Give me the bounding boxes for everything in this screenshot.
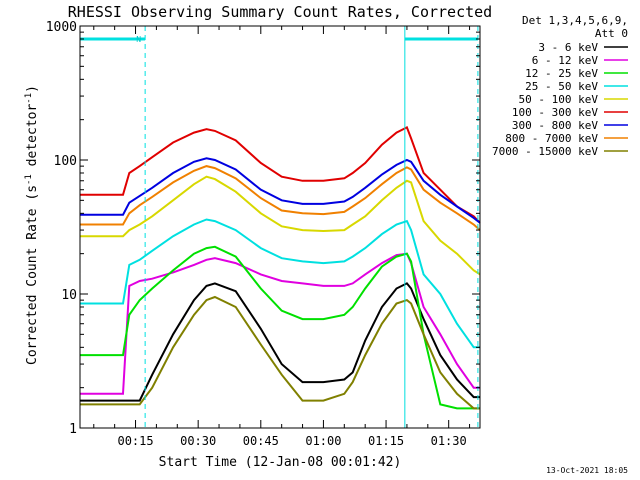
y-axis-label: Corrected Count Rate (s-1 detector-1)	[24, 85, 40, 365]
y-tick-label-0: 1	[69, 422, 77, 437]
series-line-8	[80, 295, 480, 410]
y-axis-label-sup1: -1	[24, 174, 34, 185]
legend-label-8: 7000 - 15000 keV	[492, 145, 598, 158]
plot-frame	[79, 25, 481, 429]
legend-header-detectors: Det 1,3,4,5,6,9,	[522, 14, 628, 27]
legend-label-3: 25 - 50 keV	[525, 80, 598, 93]
vertical-markers	[144, 26, 479, 428]
series-line-0	[80, 282, 480, 402]
y-axis-label-main: Corrected Count Rate (s	[25, 185, 40, 365]
x-tick-label-4: 01:15	[368, 434, 404, 448]
legend-label-2: 12 - 25 keV	[525, 67, 598, 80]
series-line-3	[80, 218, 480, 349]
x-tick-label-2: 00:45	[243, 434, 279, 448]
legend-label-1: 6 - 12 keV	[532, 54, 599, 67]
y-tick-label-2: 100	[54, 154, 77, 169]
x-tick-label-0: 00:15	[117, 434, 153, 448]
series-lines	[80, 126, 481, 410]
legend-label-7: 800 - 7000 keV	[505, 132, 598, 145]
series-line-1	[80, 252, 480, 395]
legend-label-0: 3 - 6 keV	[538, 41, 598, 54]
series-line-6	[80, 157, 481, 224]
x-tick-label-3: 01:00	[305, 434, 341, 448]
legend-header-attenuator: Att 0	[595, 27, 628, 40]
night-label: N	[136, 35, 141, 44]
series-line-4	[80, 175, 481, 276]
series-line-5	[80, 126, 481, 224]
y-axis-label-mid: detector	[25, 104, 40, 175]
legend-label-4: 50 - 100 keV	[519, 93, 599, 106]
legend-label-5: 100 - 300 keV	[512, 106, 598, 119]
series-line-2	[80, 245, 480, 410]
legend-label-6: 300 - 800 keV	[512, 119, 598, 132]
y-tick-label-3: 1000	[46, 20, 77, 35]
y-axis-label-end: )	[25, 85, 40, 93]
x-tick-label-5: 01:30	[431, 434, 467, 448]
series-line-7	[80, 165, 481, 231]
axes: 00:15 00:30 00:45 01:00 01:15 01:30 1 10 100 1000	[46, 20, 480, 448]
x-tick-label-1: 00:30	[180, 434, 216, 448]
chart-title: RHESSI Observing Summary Count Rates, Co…	[68, 3, 492, 21]
x-axis-label: Start Time (12-Jan-08 00:01:42)	[159, 455, 402, 470]
y-tick-label-1: 10	[61, 288, 77, 303]
timestamp: 13-Oct-2021 18:05	[546, 466, 628, 475]
y-axis-label-sup2: -1	[24, 93, 34, 104]
night-periods: N	[80, 35, 478, 44]
